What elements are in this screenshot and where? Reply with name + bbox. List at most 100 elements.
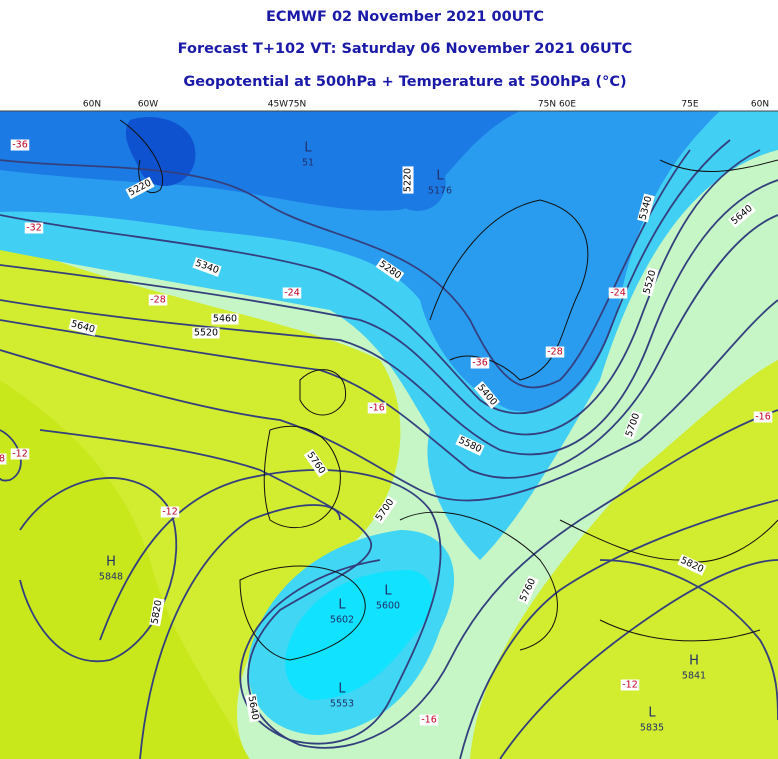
- temperature-label: -16: [419, 714, 439, 726]
- warm-field: [0, 380, 250, 759]
- temperature-label: -28: [545, 346, 565, 358]
- temperature-label-text: -32: [26, 223, 42, 234]
- pressure-symbol: L: [338, 598, 346, 613]
- temperature-label-box: [367, 402, 387, 414]
- temperature-label-text: 8: [0, 454, 5, 465]
- temperature-label-box: [419, 714, 439, 726]
- contour-label-box: [149, 597, 165, 627]
- temperature-label: -24: [608, 287, 628, 299]
- contour-label-box: [402, 166, 414, 194]
- temperature-label-box: [545, 346, 565, 358]
- contour-label-box: [192, 257, 222, 277]
- temperature-label: -16: [367, 402, 387, 414]
- temperature-label: -16: [753, 411, 773, 423]
- temperature-label: -32: [24, 222, 44, 234]
- temperature-label: -36: [10, 139, 30, 151]
- coastlines: [119, 119, 778, 661]
- temperature-label-text: -16: [369, 403, 385, 414]
- contour-label-text: 5460: [213, 314, 237, 325]
- temperature-label: -12: [160, 506, 180, 518]
- temperature-label-text: -12: [622, 680, 638, 691]
- pressure-symbol: L: [648, 706, 656, 721]
- contour-label: 5820: [149, 597, 165, 627]
- contour-label-text: 5520: [194, 328, 218, 339]
- temperature-label-text: -16: [421, 715, 437, 726]
- pressure-value: 5553: [330, 699, 354, 710]
- temperature-label-text: -28: [150, 295, 166, 306]
- graticule-label: 60W: [138, 100, 158, 110]
- contour-label-box: [192, 327, 220, 339]
- temperature-label-box: [620, 679, 640, 691]
- contour-label-text: 5820: [149, 599, 164, 625]
- pressure-symbol: L: [304, 141, 312, 156]
- temperature-label-box: [160, 506, 180, 518]
- contour-label-box: [623, 410, 643, 440]
- contour-label-box: [125, 176, 155, 200]
- pressure-value: 5848: [99, 572, 123, 583]
- pressure-symbol: L: [384, 584, 392, 599]
- title-line: Forecast T+102 VT: Saturday 06 November …: [178, 41, 633, 57]
- contour-label: 5220: [402, 166, 414, 194]
- temperature-label-text: -24: [284, 288, 300, 299]
- temperature-label-text: -36: [12, 140, 28, 151]
- contour-label-text: 5640: [245, 695, 260, 721]
- contour-label-box: [303, 448, 329, 478]
- graticule-label: 60N: [751, 100, 769, 110]
- title-line: Geopotential at 500hPa + Temperature at …: [183, 74, 626, 90]
- pressure-symbol: H: [689, 654, 699, 669]
- contour-label: 5520: [192, 327, 220, 339]
- pressure-value: 5600: [376, 601, 400, 612]
- temperature-label-box: [10, 448, 30, 460]
- contour-label-box: [641, 267, 659, 297]
- contour-label-box: [68, 318, 98, 336]
- cold-core: [285, 570, 433, 700]
- contour-label-box: [211, 313, 239, 325]
- graticule-label: 75E: [681, 100, 698, 110]
- contour-label-box: [455, 434, 485, 456]
- contour-label-box: [728, 202, 756, 228]
- temperature-label-text: -28: [547, 347, 563, 358]
- contour-label-box: [474, 381, 500, 409]
- graticule-label: 75N 60E: [538, 100, 576, 110]
- temperature-label-text: -12: [12, 449, 28, 460]
- temperature-label-box: [24, 222, 44, 234]
- contour-label-box: [372, 495, 398, 525]
- pressure-value: 5835: [640, 723, 664, 734]
- contour-label-box: [677, 554, 707, 576]
- temperature-label: -12: [10, 448, 30, 460]
- temperature-label-text: -24: [610, 288, 626, 299]
- isohypses: [0, 139, 778, 759]
- pressure-symbol: L: [436, 169, 444, 184]
- temperature-label-box: [148, 294, 168, 306]
- contour-label-box: [245, 693, 261, 723]
- very-cold-field: [0, 111, 720, 412]
- temperature-label-box: [470, 357, 490, 369]
- pressure-value: 5176: [428, 186, 452, 197]
- temperature-label-text: -36: [472, 358, 488, 369]
- temperature-label-box: [282, 287, 302, 299]
- contour-label-box: [637, 193, 655, 223]
- contour-label-box: [517, 575, 539, 605]
- contour-label-text: 5220: [403, 168, 414, 192]
- graticule-label: 45W75N: [268, 100, 307, 110]
- contour-label-box: [375, 257, 405, 283]
- temperature-label-text: -16: [755, 412, 771, 423]
- map-field: [0, 111, 778, 759]
- title-line: ECMWF 02 November 2021 00UTC: [266, 9, 544, 25]
- temperature-label: 8: [0, 453, 7, 465]
- temperature-label-box: [0, 453, 7, 465]
- temperature-label: -28: [148, 294, 168, 306]
- pressure-value: 5841: [682, 671, 706, 682]
- temperature-label-box: [608, 287, 628, 299]
- pressure-value: 5602: [330, 615, 354, 626]
- temperature-label-box: [10, 139, 30, 151]
- temperature-label-box: [753, 411, 773, 423]
- pressure-symbol: H: [106, 555, 116, 570]
- temperature-label: -24: [282, 287, 302, 299]
- graticule-label: 60N: [83, 100, 101, 110]
- pressure-symbol: L: [338, 682, 346, 697]
- contour-label: 5460: [211, 313, 239, 325]
- temperature-label: -12: [620, 679, 640, 691]
